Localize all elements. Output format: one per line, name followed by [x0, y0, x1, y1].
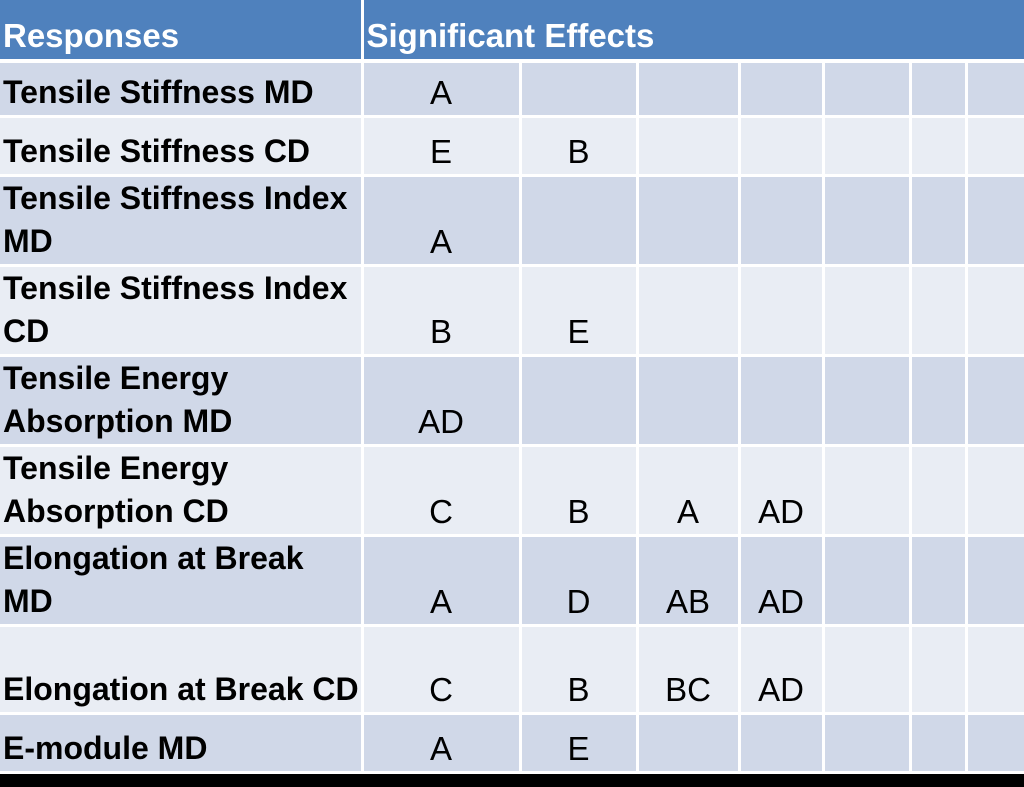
effect-cell [637, 713, 741, 774]
effect-cell [520, 355, 639, 447]
response-cell: Elongation at Break MD [0, 535, 364, 627]
table-body: Tensile Stiffness MD A Tensile Stiffness C… [0, 61, 1024, 774]
effect-cell: B [362, 265, 522, 357]
effect-cell [910, 265, 968, 357]
effect-cell [739, 713, 825, 774]
effect-cell: A [637, 445, 741, 537]
effect-cell: A [362, 535, 522, 627]
effect-cell [910, 61, 968, 118]
effect-cell [910, 116, 968, 177]
effect-cell [823, 625, 912, 715]
response-cell: Tensile Stiffness Index CD [0, 265, 364, 357]
effect-cell [966, 355, 1024, 447]
effect-cell [966, 713, 1024, 774]
effect-cell [520, 175, 639, 267]
response-cell: Tensile Energy Absorption CD [0, 445, 364, 537]
effect-cell [966, 175, 1024, 267]
effect-cell [739, 175, 825, 267]
effect-cell [966, 445, 1024, 537]
effect-cell [739, 61, 825, 118]
effect-cell [637, 61, 741, 118]
response-cell: E-module MD [0, 713, 364, 774]
effect-cell [823, 355, 912, 447]
table-row: Tensile Stiffness CD E B [0, 116, 1024, 177]
response-cell: Tensile Stiffness CD [0, 116, 364, 177]
effect-cell [966, 116, 1024, 177]
significant-effects-header: Significant Effects [362, 0, 1024, 63]
effect-cell: E [520, 713, 639, 774]
table-row: Elongation at Break CD C B BC AD [0, 625, 1024, 715]
effect-cell [637, 355, 741, 447]
effect-cell: AD [739, 535, 825, 627]
effect-cell [823, 116, 912, 177]
effect-cell: B [520, 116, 639, 177]
effect-cell: A [362, 175, 522, 267]
effect-cell: C [362, 625, 522, 715]
response-cell: Tensile Energy Absorption MD [0, 355, 364, 447]
responses-header: Responses [0, 0, 364, 63]
effect-cell: AD [739, 625, 825, 715]
header-row: Responses Significant Effects [0, 0, 1024, 63]
response-cell: Elongation at Break CD [0, 625, 364, 715]
effect-cell [739, 265, 825, 357]
effect-cell: B [520, 625, 639, 715]
effect-cell [823, 535, 912, 627]
effect-cell [910, 713, 968, 774]
effect-cell [823, 265, 912, 357]
effect-cell: AD [739, 445, 825, 537]
effect-cell [966, 625, 1024, 715]
effect-cell [910, 535, 968, 627]
effect-cell [637, 265, 741, 357]
effect-cell: E [362, 116, 522, 177]
table-row: Tensile Energy Absorption MD AD [0, 355, 1024, 447]
effect-cell [823, 713, 912, 774]
effect-cell [823, 175, 912, 267]
response-cell: Tensile Stiffness MD [0, 61, 364, 118]
table-row: Tensile Stiffness Index CD B E [0, 265, 1024, 357]
effect-cell [966, 265, 1024, 357]
effect-cell [966, 61, 1024, 118]
effect-cell: E [520, 265, 639, 357]
effect-cell: D [520, 535, 639, 627]
table-row: E-module MD A E [0, 713, 1024, 774]
table-row: Elongation at Break MD A D AB AD [0, 535, 1024, 627]
effect-cell [739, 116, 825, 177]
effect-cell: B [520, 445, 639, 537]
effect-cell [637, 175, 741, 267]
effect-cell [910, 445, 968, 537]
effect-cell: A [362, 713, 522, 774]
table-row: Tensile Energy Absorption CD C B A AD [0, 445, 1024, 537]
effect-cell [966, 535, 1024, 627]
effect-cell: AD [362, 355, 522, 447]
effect-cell [823, 61, 912, 118]
effect-cell [910, 355, 968, 447]
response-cell: Tensile Stiffness Index MD [0, 175, 364, 267]
effect-cell [910, 625, 968, 715]
effect-cell [823, 445, 912, 537]
table-row: Tensile Stiffness Index MD A [0, 175, 1024, 267]
effect-cell [637, 116, 741, 177]
table-row: Tensile Stiffness MD A [0, 61, 1024, 118]
effect-cell: AB [637, 535, 741, 627]
effect-cell [910, 175, 968, 267]
effect-cell: BC [637, 625, 741, 715]
effect-cell [739, 355, 825, 447]
effect-cell: A [362, 61, 522, 118]
effect-cell: C [362, 445, 522, 537]
effect-cell [520, 61, 639, 118]
